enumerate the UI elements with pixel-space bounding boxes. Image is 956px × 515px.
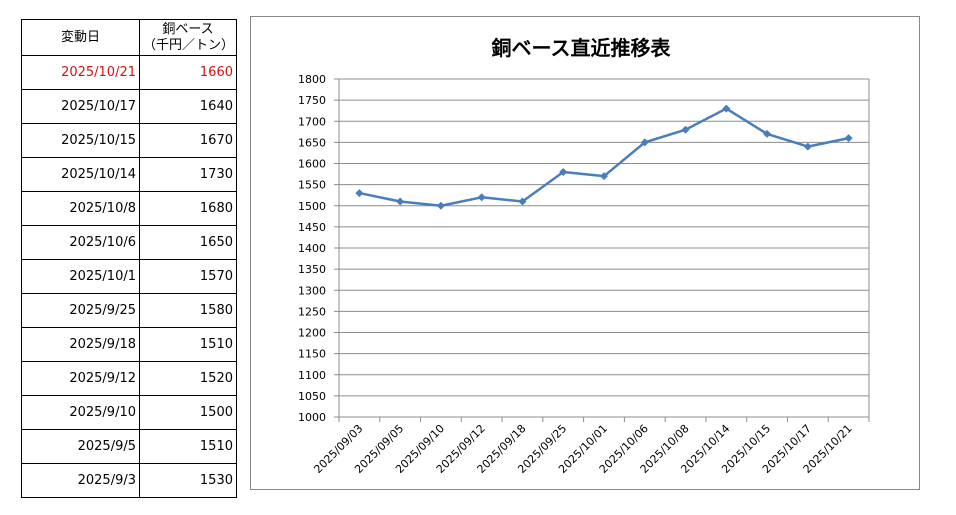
- header-date: 変動日: [21, 19, 140, 56]
- y-tick-label: 1300: [298, 284, 326, 297]
- header-price-line2: （千円／トン）: [143, 37, 235, 53]
- y-tick-label: 1000: [298, 411, 326, 424]
- row-price: 1730: [139, 157, 237, 192]
- data-point-marker: [803, 142, 812, 151]
- data-point-marker: [722, 104, 731, 113]
- data-point-marker: [518, 197, 527, 206]
- data-point-marker: [396, 197, 405, 206]
- row-date: 2025/9/25: [21, 293, 140, 328]
- header-price-line1: 銅ベース: [162, 21, 214, 37]
- row-price: 1520: [139, 361, 237, 396]
- line-chart: 銅ベース直近推移表 1000 1050 1100 1150 1200 1250 1300 13…: [298, 36, 870, 476]
- data-point-marker: [355, 189, 364, 198]
- table-row: 2025/9/3 1530: [21, 463, 237, 498]
- row-date: 2025/9/18: [21, 327, 140, 362]
- series-layer: [355, 104, 853, 210]
- y-tick-label: 1450: [298, 221, 326, 234]
- y-tick-label: 1150: [298, 348, 326, 361]
- row-price: 1650: [139, 225, 237, 260]
- row-price: 1570: [139, 259, 237, 294]
- data-point-marker: [763, 129, 772, 138]
- chart-frame: 銅ベース直近推移表 1000 1050 1100 1150 1200 1250 1300 13…: [250, 16, 920, 490]
- y-tick-label: 1400: [298, 242, 326, 255]
- table-row: 2025/10/17 1640: [21, 89, 237, 124]
- table-body: 2025/10/21 1660 2025/10/17 1640 2025/10/15 16…: [21, 55, 237, 498]
- table-header-row: 変動日 銅ベース （千円／トン）: [21, 19, 237, 56]
- data-point-marker: [477, 193, 486, 202]
- table-row: 2025/9/18 1510: [21, 327, 237, 362]
- row-price: 1670: [139, 123, 237, 158]
- y-tick-label: 1500: [298, 200, 326, 213]
- row-price: 1580: [139, 293, 237, 328]
- row-date: 2025/9/5: [21, 429, 140, 464]
- series-line: [359, 107, 849, 207]
- data-point-marker: [436, 201, 445, 210]
- row-date: 2025/9/12: [21, 361, 140, 396]
- row-price: 1500: [139, 395, 237, 430]
- data-point-marker: [844, 134, 853, 143]
- row-date: 2025/10/21: [21, 55, 140, 90]
- y-tick-label: 1350: [298, 263, 326, 276]
- y-tick-label: 1250: [298, 305, 326, 318]
- y-tick-label: 1200: [298, 327, 326, 340]
- row-price: 1530: [139, 463, 237, 498]
- table-row: 2025/10/21 1660: [21, 55, 237, 90]
- row-price: 1510: [139, 429, 237, 464]
- table-row: 2025/10/1 1570: [21, 259, 237, 294]
- table-row: 2025/9/10 1500: [21, 395, 237, 430]
- grid-layer: [339, 78, 869, 418]
- axis-layer: 1000 1050 1100 1150 1200 1250 1300 1350 1400 1450…: [298, 73, 870, 476]
- y-tick-label: 1650: [298, 136, 326, 149]
- row-date: 2025/10/17: [21, 89, 140, 124]
- data-point-marker: [681, 125, 690, 134]
- price-table: 変動日 銅ベース （千円／トン） 2025/10/21 1660 2025/10/1…: [21, 19, 237, 498]
- y-tick-label: 1050: [298, 390, 326, 403]
- table-row: 2025/10/6 1650: [21, 225, 237, 260]
- row-price: 1680: [139, 191, 237, 226]
- y-tick-label: 1600: [298, 158, 326, 171]
- table-row: 2025/10/8 1680: [21, 191, 237, 226]
- row-date: 2025/10/15: [21, 123, 140, 158]
- y-tick-label: 1100: [298, 369, 326, 382]
- row-date: 2025/10/14: [21, 157, 140, 192]
- data-point-marker: [600, 172, 608, 181]
- row-date: 2025/9/10: [21, 395, 140, 430]
- table-row: 2025/9/12 1520: [21, 361, 237, 396]
- row-price: 1510: [139, 327, 237, 362]
- data-point-marker: [640, 138, 649, 147]
- data-point-marker: [559, 167, 568, 176]
- y-tick-label: 1700: [298, 115, 326, 128]
- row-price: 1660: [139, 55, 237, 90]
- chart-title: 銅ベース直近推移表: [492, 36, 672, 60]
- row-date: 2025/9/3: [21, 463, 140, 498]
- row-date: 2025/10/6: [21, 225, 140, 260]
- table-row: 2025/9/5 1510: [21, 429, 237, 464]
- y-tick-label: 1550: [298, 179, 326, 192]
- row-price: 1640: [139, 89, 237, 124]
- row-date: 2025/10/8: [21, 191, 140, 226]
- y-tick-label: 1750: [298, 94, 326, 107]
- table-row: 2025/10/15 1670: [21, 123, 237, 158]
- table-row: 2025/10/14 1730: [21, 157, 237, 192]
- header-price: 銅ベース （千円／トン）: [139, 19, 237, 56]
- y-tick-label: 1800: [298, 73, 326, 86]
- table-row: 2025/9/25 1580: [21, 293, 237, 328]
- row-date: 2025/10/1: [21, 259, 140, 294]
